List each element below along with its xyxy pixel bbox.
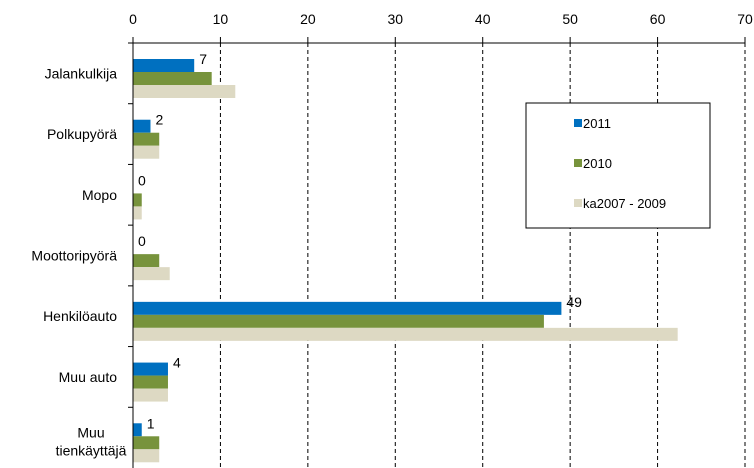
- data-label: 0: [138, 172, 146, 188]
- bar: [133, 132, 160, 146]
- x-tick-label: 70: [737, 11, 753, 27]
- bar: [133, 388, 168, 402]
- legend: 2011 2010 ka2007 - 2009: [525, 102, 711, 229]
- legend-swatch: [574, 199, 582, 207]
- legend-swatch: [574, 159, 582, 167]
- x-tick-label: 60: [650, 11, 666, 27]
- data-label: 2: [155, 112, 163, 128]
- x-tick-label: 40: [475, 11, 491, 27]
- legend-entry: 2010: [583, 156, 612, 171]
- legend-swatch: [574, 119, 582, 127]
- bar: [133, 72, 212, 85]
- bar: [133, 193, 142, 207]
- bar: [133, 327, 678, 341]
- x-tick-label: 20: [300, 11, 316, 27]
- data-label: 0: [138, 233, 146, 249]
- bar: [133, 145, 160, 159]
- category-label: Muu tienkäyttäjä: [56, 425, 127, 459]
- bar: [133, 254, 160, 268]
- bar: [133, 314, 544, 328]
- category-label: Jalankulkija: [45, 65, 118, 81]
- bar: [133, 436, 160, 450]
- x-tick-label: 50: [562, 11, 578, 27]
- bar: [133, 206, 142, 220]
- bar: [133, 267, 170, 281]
- category-labels: Jalankulkija Polkupyörä Mopo Moottoripyörä H…: [31, 65, 126, 458]
- bar: [133, 59, 195, 72]
- legend-entry: ka2007 - 2009: [583, 196, 666, 211]
- x-tick-label: 0: [129, 11, 137, 27]
- bar: [133, 375, 168, 389]
- category-label: Polkupyörä: [47, 126, 117, 142]
- bar: [133, 449, 160, 463]
- bar: [133, 301, 562, 315]
- legend-box: [525, 102, 711, 229]
- data-labels: 7 2 0 0 49 4 1: [138, 51, 582, 431]
- bar: [133, 423, 142, 437]
- bars: [133, 59, 678, 463]
- data-label: 7: [199, 51, 207, 67]
- category-label: Henkilöauto: [43, 308, 117, 324]
- legend-entry: 2011: [583, 116, 611, 131]
- bar: [133, 119, 151, 133]
- grid-lines: [219, 43, 746, 468]
- x-tick-label: 30: [387, 11, 403, 27]
- x-tick-labels: 0 10 20 30 40 50 60 70: [129, 11, 753, 27]
- category-label: Moottoripyörä: [31, 248, 117, 264]
- axes: [128, 37, 746, 468]
- data-label: 1: [147, 415, 155, 431]
- data-label: 4: [173, 355, 181, 371]
- data-label: 49: [566, 294, 582, 310]
- bar: [133, 85, 236, 98]
- category-label: Mopo: [82, 187, 117, 203]
- bar: [133, 362, 168, 376]
- category-label: Muu auto: [59, 369, 118, 385]
- x-tick-label: 10: [213, 11, 229, 27]
